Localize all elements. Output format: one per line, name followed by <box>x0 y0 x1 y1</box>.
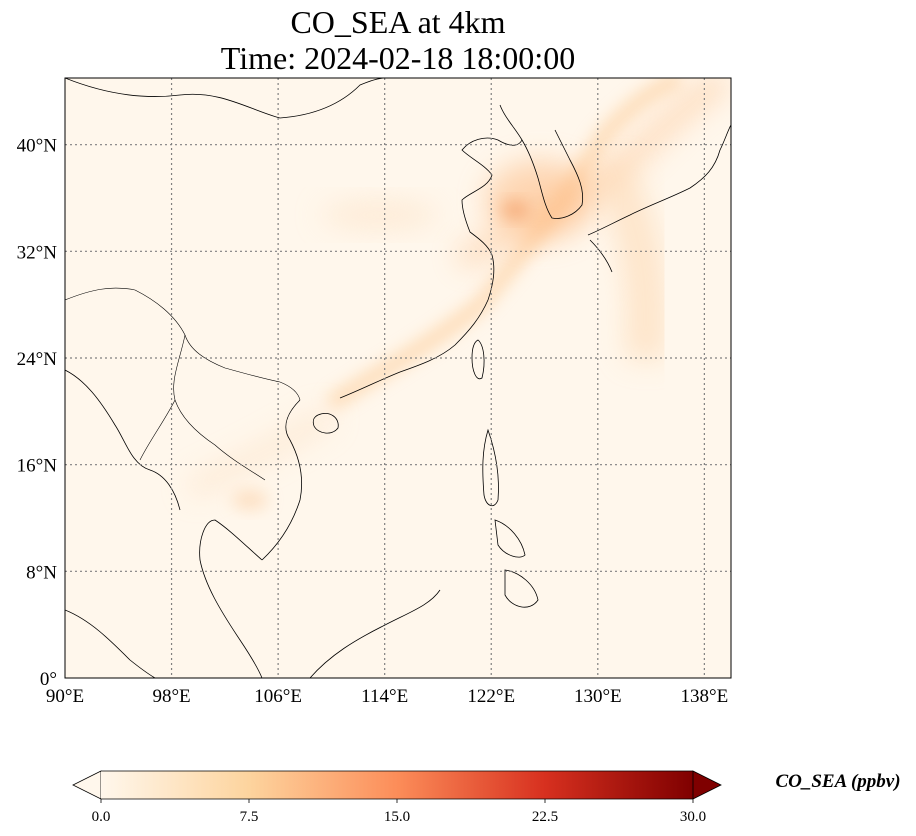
latitude-tick-labels: 0° 8°N 16°N 24°N 32°N 40°N <box>17 136 58 690</box>
indochina-plume-band <box>185 407 335 499</box>
lat-tick-label: 40°N <box>17 136 58 157</box>
visayas-coastline <box>494 519 526 558</box>
coastlines <box>65 78 731 678</box>
kyushu-coastline <box>589 239 613 273</box>
colorbar-label: CO_SEA (ppbv) <box>775 771 900 792</box>
malay-peninsula-coastline <box>199 519 263 678</box>
luzon-coastline <box>482 428 499 507</box>
pacific-plume-band <box>592 159 667 362</box>
lat-tick-label: 24°N <box>17 349 58 370</box>
colorbar-tick-label: 22.5 <box>532 809 558 825</box>
map-frame <box>64 77 732 679</box>
cambodia-plume <box>232 490 268 510</box>
chart-title-line-1: CO_SEA at 4km <box>290 4 506 40</box>
colorbar-ticks: 0.0 7.5 15.0 22.5 30.0 <box>92 799 706 825</box>
northern-plume-band <box>455 78 731 270</box>
colorbar-tick-label: 30.0 <box>680 809 706 825</box>
colorbar: 0.0 7.5 15.0 22.5 30.0 CO_SEA (ppbv) <box>72 770 901 825</box>
co-concentration-field <box>185 78 731 510</box>
sumatra-coastline <box>65 609 156 678</box>
lon-tick-label: 138°E <box>681 686 729 707</box>
longitude-tick-labels: 90°E 98°E 106°E 114°E 122°E 130°E 138°E <box>46 686 728 707</box>
colorbar-extend-low <box>72 770 102 800</box>
lon-tick-label: 114°E <box>361 686 408 707</box>
lon-tick-label: 90°E <box>46 686 84 707</box>
myanmar-thai-border <box>139 399 176 461</box>
southwest-china-border <box>65 287 301 401</box>
chart-title-line-2: Time: 2024-02-18 18:00:00 <box>220 40 576 76</box>
colorbar-tick-label: 0.0 <box>92 809 111 825</box>
taiwan-coastline <box>471 339 485 380</box>
laos-border <box>173 334 266 481</box>
northern-border <box>65 78 386 119</box>
gridlines <box>65 78 731 678</box>
korea-coastline <box>521 129 584 219</box>
lon-tick-label: 98°E <box>152 686 190 707</box>
main-plume-band <box>325 78 684 411</box>
colorbar-extend-high <box>692 770 722 800</box>
lat-tick-label: 0° <box>40 669 57 690</box>
lat-tick-label: 8°N <box>26 562 57 583</box>
plume-core <box>501 201 529 219</box>
lat-tick-label: 32°N <box>17 242 58 263</box>
inland-plume <box>320 201 440 229</box>
colorbar-tick-label: 7.5 <box>240 809 259 825</box>
lon-tick-label: 106°E <box>254 686 302 707</box>
korea-yellow-sea-plume <box>485 160 595 240</box>
mindanao-coastline <box>504 569 539 608</box>
china-coastline <box>339 104 523 399</box>
hainan-coastline <box>312 413 339 434</box>
colorbar-gradient <box>101 771 693 799</box>
vietnam-coastline <box>261 399 303 561</box>
lon-tick-label: 130°E <box>574 686 622 707</box>
myanmar-coastline <box>65 369 181 511</box>
lon-tick-label: 122°E <box>467 686 515 707</box>
lat-tick-label: 16°N <box>17 456 58 477</box>
colorbar-tick-label: 15.0 <box>384 809 410 825</box>
japan-coastline <box>587 124 731 236</box>
borneo-coastline <box>309 589 441 678</box>
